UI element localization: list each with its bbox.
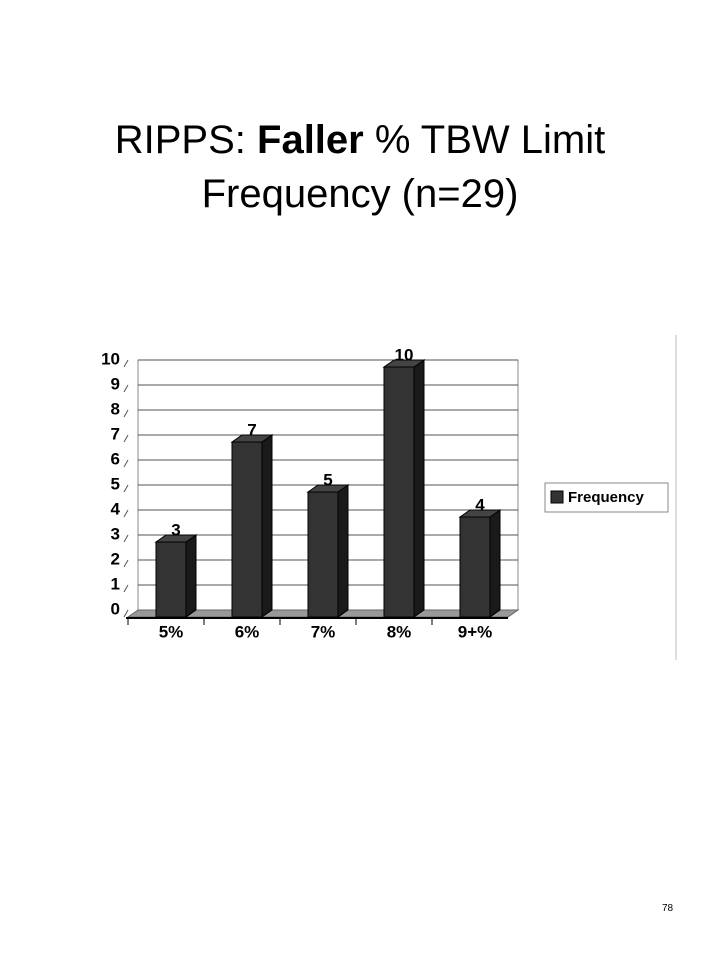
tick-mark [123, 609, 129, 618]
tick-mark [123, 584, 129, 593]
bar-side [185, 534, 197, 618]
x-tick-label: 7% [311, 622, 336, 641]
y-tick-label: 1 [111, 574, 120, 593]
legend-swatch [550, 490, 564, 504]
title-line: Frequency (n=29) [201, 172, 519, 216]
y-tick-label: 3 [111, 524, 120, 543]
title-text: RIPPS: [114, 118, 258, 162]
x-tick-label: 6% [235, 622, 260, 641]
tick-mark [123, 484, 129, 493]
y-tick-label: 2 [111, 549, 120, 568]
y-tick-label: 6 [111, 449, 120, 468]
data-label: 7 [247, 420, 256, 439]
data-label: 4 [475, 495, 485, 514]
data-label: 10 [395, 345, 414, 364]
tick-mark [123, 434, 129, 443]
bar [459, 516, 491, 618]
y-tick-label: 7 [111, 424, 120, 443]
y-tick-label: 9 [111, 374, 120, 393]
data-label: 5 [323, 470, 332, 489]
bar-side [337, 484, 349, 618]
y-tick-label: 10 [101, 349, 120, 368]
tick-mark [123, 409, 129, 418]
y-tick-label: 0 [111, 599, 120, 618]
y-tick-label: 5 [111, 474, 120, 493]
title-text: % TBW Limit [363, 118, 606, 162]
title-bold: Faller [257, 118, 364, 162]
tick-mark [123, 384, 129, 393]
y-tick-label: 8 [111, 399, 120, 418]
x-tick-label: 8% [387, 622, 412, 641]
x-tick-label: 9+% [458, 622, 493, 641]
title-line: RIPPS: Faller % TBW Limit [0, 118, 720, 163]
bar-side [261, 434, 273, 618]
bar [155, 541, 187, 618]
tick-mark [123, 559, 129, 568]
tick-mark [123, 534, 129, 543]
bar [307, 491, 339, 618]
bar-side [413, 359, 425, 618]
y-tick-label: 4 [111, 499, 121, 518]
tick-mark [123, 359, 129, 368]
legend-label: Frequency [568, 489, 645, 506]
bar [231, 441, 263, 618]
bar [383, 366, 415, 618]
tick-mark [123, 459, 129, 468]
bar-side [489, 509, 501, 618]
x-tick-label: 5% [159, 622, 184, 641]
page-number: 78 [662, 903, 674, 914]
data-label: 3 [171, 520, 180, 539]
legend-box [544, 482, 669, 513]
tick-mark [123, 509, 129, 518]
